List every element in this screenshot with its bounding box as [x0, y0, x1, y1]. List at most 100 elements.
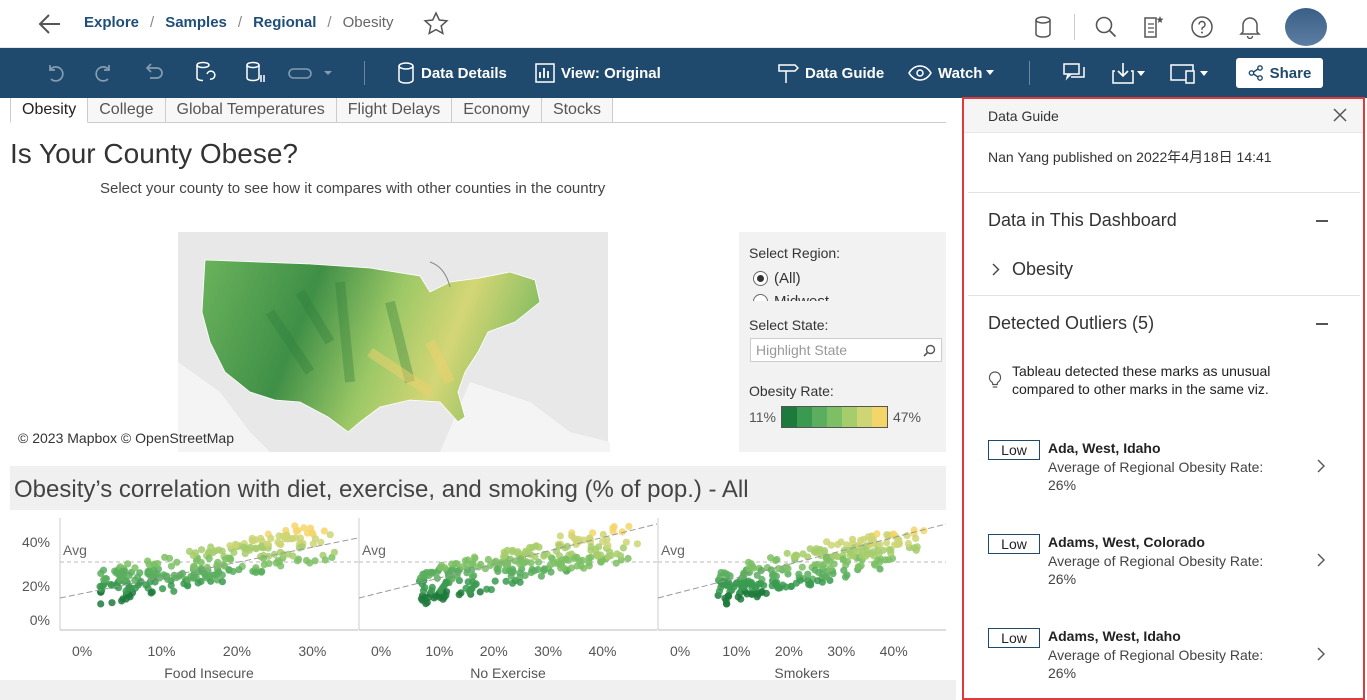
- device-layout-button[interactable]: [1170, 48, 1216, 98]
- avatar[interactable]: [1285, 8, 1327, 46]
- breadcrumb-regional[interactable]: Regional: [253, 14, 317, 31]
- watch-button[interactable]: Watch: [908, 48, 1001, 98]
- scatter-point: [514, 548, 522, 556]
- lightbulb-icon: [988, 371, 1002, 388]
- avg-label: Avg: [661, 542, 685, 558]
- scatter-point: [516, 578, 524, 586]
- scatter-point: [587, 553, 595, 561]
- outliers-tip: Tableau detected these marks as unusual …: [988, 362, 1270, 398]
- help-icon[interactable]: [1185, 11, 1219, 43]
- bell-icon[interactable]: [1233, 11, 1267, 43]
- breadcrumb-separator: /: [237, 14, 243, 31]
- view-original-button[interactable]: View: Original: [535, 48, 661, 98]
- tab-stocks[interactable]: Stocks: [541, 98, 613, 123]
- scatter-point: [274, 538, 282, 546]
- scatter-point: [784, 570, 792, 578]
- tab-college[interactable]: College: [88, 98, 166, 123]
- scatter-point: [783, 549, 791, 557]
- data-details-button[interactable]: Data Details: [397, 48, 507, 98]
- obesity-rate-legend: 11% 47%: [749, 406, 921, 428]
- legend-swatch: [826, 407, 842, 427]
- scatter-point: [471, 554, 479, 562]
- download-button[interactable]: [1112, 48, 1152, 98]
- scatter-point: [540, 550, 548, 558]
- breadcrumb-explore[interactable]: Explore: [84, 14, 140, 31]
- outlier-metric-value: 26%: [1048, 571, 1077, 587]
- scatter-point: [869, 548, 877, 556]
- x-axis-label: Smokers: [774, 665, 829, 680]
- scatter-point: [732, 580, 740, 588]
- create-icon[interactable]: [1137, 11, 1171, 43]
- scatter-point: [821, 547, 829, 555]
- scatter-point: [161, 573, 169, 581]
- scatter-point: [885, 556, 893, 564]
- comments-icon[interactable]: [1063, 48, 1093, 98]
- scatter-point: [207, 543, 215, 551]
- scatter-point: [258, 567, 266, 575]
- data-source-label: Obesity: [1012, 259, 1074, 279]
- chevron-right-icon: [1317, 647, 1325, 661]
- us-county-map[interactable]: [10, 232, 730, 452]
- scatter-point: [840, 566, 848, 574]
- select-region-label: Select Region:: [749, 245, 841, 261]
- scatter-point: [799, 550, 807, 558]
- collapse-outliers-icon[interactable]: [1316, 323, 1328, 325]
- scatter-point: [717, 569, 725, 577]
- favorite-star-icon[interactable]: [423, 11, 449, 42]
- correlation-scatter-plots[interactable]: 40% 20% 0% Avg 0% 10% 20% 30% Food Insecure Avg 0%…: [10, 518, 946, 680]
- outlier-item[interactable]: Low Ada, West, Idaho Average of Regional…: [988, 438, 1340, 498]
- undo-icon[interactable]: [44, 48, 72, 98]
- scatter-point: [205, 554, 213, 562]
- scatter-point: [317, 538, 325, 546]
- refresh-data-icon[interactable]: [194, 48, 222, 98]
- collapse-data-icon[interactable]: [1316, 220, 1328, 222]
- tab-global-temperatures[interactable]: Global Temperatures: [165, 98, 337, 123]
- highlight-state-input[interactable]: Highlight State: [750, 338, 942, 362]
- scatter-point: [773, 555, 781, 564]
- correlation-title: Obesity’s correlation with diet, exercis…: [10, 466, 946, 510]
- close-icon[interactable]: [1332, 107, 1348, 128]
- dashboard: Is Your County Obese? Select your county…: [10, 124, 946, 680]
- scatter-point: [752, 590, 761, 598]
- x-tick-label: 20%: [223, 643, 251, 659]
- scatter-point: [887, 549, 895, 557]
- tab-obesity[interactable]: Obesity: [10, 98, 89, 123]
- trend-line: [657, 523, 946, 599]
- outlier-item[interactable]: Low Adams, West, Idaho Average of Region…: [988, 626, 1340, 686]
- share-button[interactable]: Share: [1236, 58, 1323, 88]
- scatter-point: [633, 540, 642, 548]
- datasource-icon[interactable]: [1026, 11, 1060, 43]
- data-guide-label: Data Guide: [805, 64, 885, 82]
- back-arrow-icon[interactable]: [36, 10, 64, 38]
- x-tick-label: 10%: [722, 643, 750, 659]
- replay-animation-icon[interactable]: [288, 48, 338, 98]
- scatter-point: [468, 585, 476, 593]
- tab-economy[interactable]: Economy: [452, 98, 542, 123]
- data-source-item[interactable]: Obesity: [992, 259, 1073, 280]
- scatter-point: [194, 579, 202, 587]
- outlier-metric-value: 26%: [1048, 477, 1077, 493]
- redo-icon[interactable]: [93, 48, 121, 98]
- scatter-point: [790, 553, 798, 561]
- scatter-point: [599, 530, 607, 539]
- scatter-point: [173, 558, 181, 566]
- pause-updates-icon[interactable]: [244, 48, 272, 98]
- region-radio-all[interactable]: (All): [753, 270, 801, 287]
- data-guide-title: Data Guide: [988, 108, 1059, 124]
- region-radio-midwest[interactable]: Midwest: [753, 293, 829, 301]
- scatter-point: [453, 560, 461, 568]
- outlier-item[interactable]: Low Adams, West, Colorado Average of Reg…: [988, 532, 1340, 592]
- search-icon[interactable]: [1089, 11, 1123, 43]
- breadcrumb-samples[interactable]: Samples: [165, 14, 227, 31]
- scatter-point: [804, 577, 812, 585]
- scatter-point: [421, 584, 429, 592]
- scatter-point: [770, 572, 778, 580]
- data-guide-button[interactable]: Data Guide: [777, 48, 884, 98]
- tab-flight-delays[interactable]: Flight Delays: [336, 98, 453, 123]
- trend-line: [59, 537, 359, 599]
- revert-icon[interactable]: [143, 48, 171, 98]
- y-tick-label: 20%: [22, 578, 50, 594]
- x-tick-label: 0%: [670, 643, 690, 659]
- scatter-point: [218, 578, 226, 586]
- scatter-point: [624, 554, 632, 563]
